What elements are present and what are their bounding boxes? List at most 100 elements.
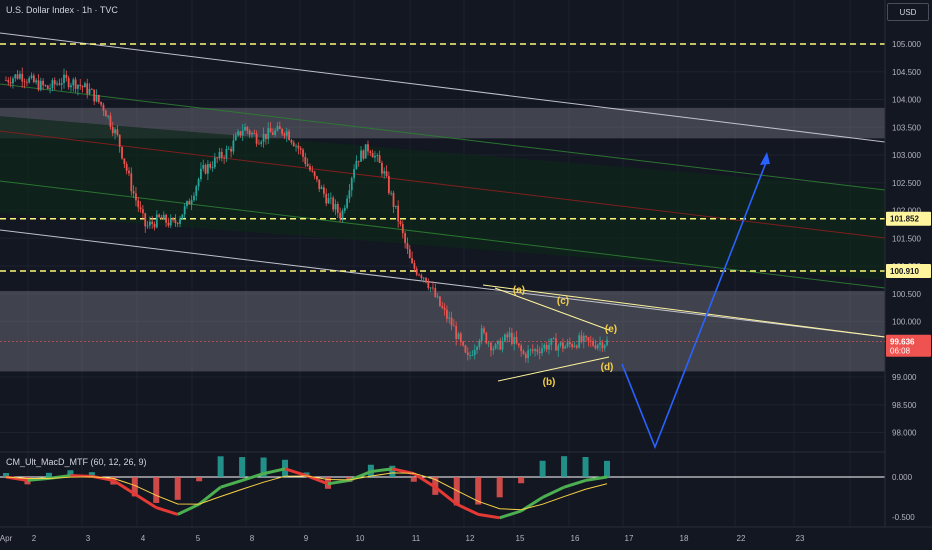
candle-body <box>603 345 606 349</box>
currency-button[interactable]: USD <box>887 3 929 21</box>
candle-body <box>125 164 128 171</box>
candle-body <box>397 205 400 222</box>
candle-body <box>459 333 462 342</box>
candle-body <box>16 74 19 79</box>
candle-body <box>513 337 516 345</box>
candle-body <box>111 126 114 134</box>
macd-histogram-bar <box>260 457 267 477</box>
candle-body <box>288 131 290 140</box>
macd-histogram-bar <box>410 477 417 482</box>
candle-body <box>21 73 24 82</box>
candle-body <box>534 349 536 351</box>
candle-body <box>86 83 89 94</box>
candle-body <box>144 213 147 227</box>
macd-histogram-bar <box>239 457 246 477</box>
candle-body <box>285 131 288 136</box>
candle-body <box>378 155 381 163</box>
candle-body <box>190 200 193 205</box>
time-tick-label: 2 <box>32 534 37 543</box>
candle-body <box>585 335 588 338</box>
macd-line-segment <box>563 478 586 489</box>
macd-line-segment <box>370 467 393 474</box>
candle-body <box>580 335 583 342</box>
time-tick-label: 4 <box>141 534 146 543</box>
candle-body <box>420 275 423 279</box>
candle-body <box>230 148 232 152</box>
macd-histogram-bar <box>604 460 610 477</box>
candle-body <box>12 78 14 84</box>
macd-line-segment <box>133 492 158 509</box>
candle-body <box>116 129 119 135</box>
candle-body <box>445 309 448 319</box>
candle-body <box>601 342 604 349</box>
candle-body <box>439 296 441 307</box>
wave-label-a: (a) <box>513 285 525 296</box>
candle-body <box>107 115 110 117</box>
macd-histogram-bar <box>3 473 9 477</box>
candle-body <box>65 74 68 78</box>
candle-body <box>450 317 453 326</box>
candle-body <box>186 201 188 207</box>
candle-body <box>179 218 181 224</box>
candle-body <box>401 224 404 234</box>
candle-body <box>381 162 383 174</box>
macd-histogram-bar <box>67 470 74 477</box>
candle-body <box>93 89 96 102</box>
candle-body <box>371 152 374 158</box>
macd-histogram-bar <box>174 477 181 500</box>
candle-body <box>325 193 328 204</box>
wave-label-d: (d) <box>601 362 614 373</box>
candle-body <box>123 158 126 165</box>
candle-body <box>503 334 506 341</box>
candle-body <box>121 146 123 159</box>
signal-line <box>5 472 608 511</box>
candle-body <box>385 171 388 177</box>
candle-body <box>223 157 226 159</box>
candles <box>5 67 608 364</box>
candle-body <box>146 225 149 227</box>
candle-body <box>51 80 54 89</box>
candle-body <box>274 130 277 135</box>
time-tick-label: 5 <box>196 534 201 543</box>
candle-body <box>148 221 151 226</box>
candle-body <box>353 169 355 179</box>
candle-body <box>464 345 467 353</box>
candle-body <box>165 214 168 223</box>
green-channel-upper <box>0 83 886 191</box>
candle-body <box>181 214 184 219</box>
candle-body <box>25 81 28 83</box>
candle-body <box>169 218 172 226</box>
candle-body <box>100 101 103 105</box>
candle-body <box>316 176 318 180</box>
candle-body <box>14 74 17 79</box>
candle-body <box>494 344 497 349</box>
candle-body <box>492 348 495 351</box>
candle-body <box>269 128 272 133</box>
candle-body <box>302 149 304 157</box>
candle-body <box>336 204 339 213</box>
candle-body <box>376 155 379 157</box>
macd-histogram-bar <box>24 477 31 485</box>
price-tick-label: 103.500 <box>892 123 921 132</box>
candle-body <box>9 82 12 84</box>
candle-body <box>374 155 376 158</box>
level-tag-mid-bg <box>886 263 931 278</box>
wave-label-b: (b) <box>543 377 556 388</box>
green-channel-lower <box>0 180 886 289</box>
candle-body <box>151 221 154 225</box>
candle-body <box>253 133 256 134</box>
candle-body <box>200 168 202 180</box>
candle-body <box>172 218 174 221</box>
forecast-arrowhead <box>760 152 770 165</box>
candle-body <box>508 332 511 338</box>
candle-body <box>79 84 82 86</box>
indicator-tick-label: 0.000 <box>892 473 913 482</box>
candle-body <box>506 334 509 338</box>
forecast-line <box>621 159 768 450</box>
candle-body <box>19 73 21 79</box>
candle-body <box>329 197 332 199</box>
candle-body <box>441 306 444 308</box>
indicator-title: CM_Ult_MacD_MTF (60, 12, 26, 9) <box>6 457 147 467</box>
